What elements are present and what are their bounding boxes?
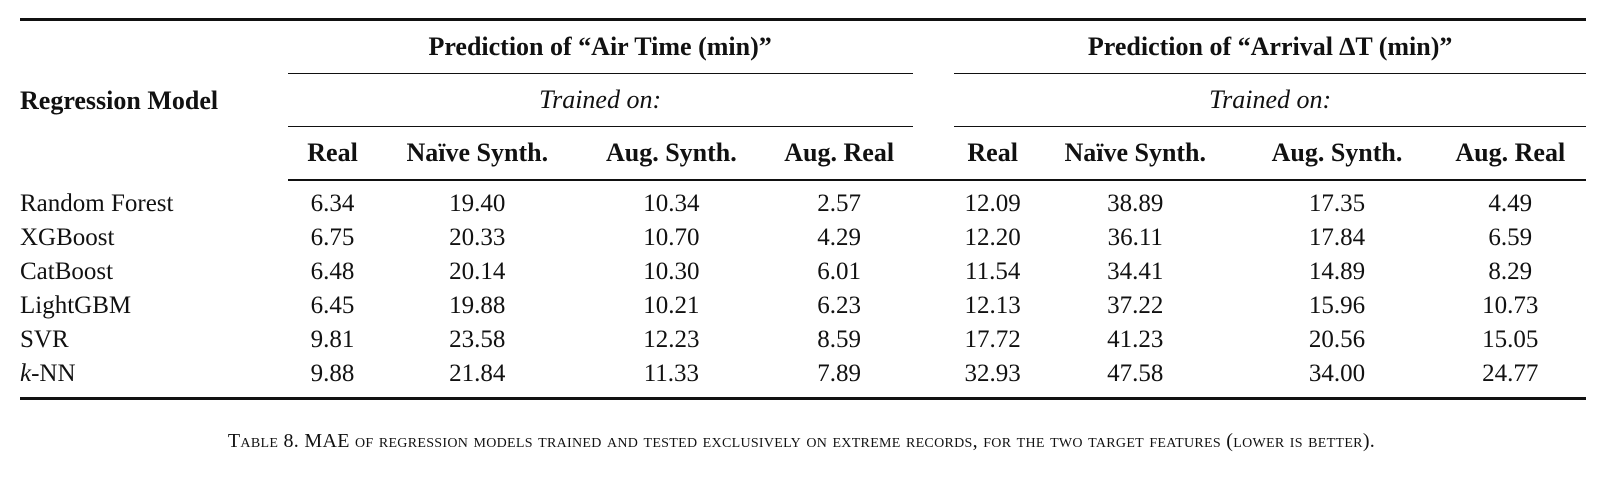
cell: 19.40	[449, 190, 506, 217]
subtitle-row: Trained on: Trained on:	[20, 73, 1586, 127]
col-header: Real	[287, 126, 378, 181]
cell: 11.54	[965, 258, 1021, 285]
cell: 15.05	[1482, 326, 1539, 353]
cell: 10.30	[643, 258, 700, 285]
cell: 10.73	[1482, 292, 1539, 319]
cell: 20.14	[449, 258, 506, 285]
model-name: CatBoost	[20, 258, 114, 285]
col-header: Naïve Synth.	[1031, 126, 1240, 181]
cell: 37.22	[1107, 292, 1164, 319]
col-header: Aug. Real	[765, 126, 913, 181]
cell: 9.81	[310, 326, 355, 353]
cell: 8.29	[1488, 258, 1533, 285]
model-name: SVR	[20, 326, 69, 353]
cell: 14.89	[1308, 258, 1366, 285]
cell: 9.88	[310, 360, 355, 387]
subtitle-trained-on-air: Trained on:	[287, 73, 913, 127]
model-name: LightGBM	[20, 292, 132, 319]
table-caption: Table 8. MAE of regression models traine…	[227, 430, 1376, 452]
cell: 4.49	[1488, 190, 1533, 217]
table-body: Random Forest 6.34 19.40 10.34 2.57 12.0…	[20, 180, 1586, 399]
cell: 41.23	[1107, 326, 1164, 353]
cell: 17.84	[1308, 224, 1366, 251]
cell: 32.93	[964, 360, 1021, 387]
cell: 6.75	[310, 224, 355, 251]
cell: 6.23	[817, 292, 862, 319]
cell: 12.23	[643, 326, 700, 353]
cell: 23.58	[449, 326, 506, 353]
model-name: XGBoost	[20, 224, 115, 251]
cell: 6.45	[310, 292, 355, 319]
cell: 19.88	[449, 292, 506, 319]
table-row: CatBoost 6.48 20.14 10.30 6.01 11.54 34.…	[20, 255, 1586, 289]
cell: 6.59	[1488, 224, 1533, 251]
cell: 47.58	[1107, 360, 1164, 387]
group-title-arrival-dt: Prediction of “Arrival ∆T (min)”	[1087, 32, 1453, 61]
cell: 12.20	[964, 224, 1021, 251]
results-table: Regression Model Prediction of “Air Time…	[20, 18, 1586, 400]
cell: 12.13	[964, 292, 1021, 319]
column-header-row: Real Naïve Synth. Aug. Synth. Aug. Real …	[20, 126, 1586, 181]
cell: 6.48	[310, 258, 355, 285]
table-row: SVR 9.81 23.58 12.23 8.59 17.72 41.23 20…	[20, 323, 1586, 357]
subtitle-trained-on-arrival: Trained on:	[954, 73, 1586, 127]
cell: 8.59	[817, 326, 862, 353]
col-header: Aug. Synth.	[1239, 126, 1435, 181]
cell: 12.09	[964, 190, 1021, 217]
table-row: k-NN 9.88 21.84 11.33 7.89 32.93 47.58 3…	[20, 357, 1586, 399]
table-row: LightGBM 6.45 19.88 10.21 6.23 12.13 37.…	[20, 289, 1586, 323]
cell: 6.01	[817, 258, 862, 285]
col-header: Naïve Synth.	[377, 126, 578, 181]
row-header-label: Regression Model	[20, 85, 219, 115]
cell: 7.89	[817, 360, 862, 387]
model-name-prefix: k	[20, 360, 32, 387]
cell: 10.34	[643, 190, 700, 217]
cell: 20.33	[449, 224, 506, 251]
cell: 10.21	[643, 292, 700, 319]
cell: 10.70	[643, 224, 700, 251]
model-name-suffix: -NN	[31, 360, 76, 387]
cell: 17.72	[964, 326, 1021, 353]
cell: 20.56	[1308, 326, 1366, 353]
col-header: Real	[954, 126, 1032, 181]
table-row: Random Forest 6.34 19.40 10.34 2.57 12.0…	[20, 180, 1586, 221]
cell: 15.96	[1308, 292, 1366, 319]
cell: 21.84	[449, 360, 506, 387]
col-header: Aug. Real	[1434, 126, 1586, 181]
group-header-row: Regression Model Prediction of “Air Time…	[20, 19, 1586, 115]
cell: 24.77	[1482, 360, 1539, 387]
cell: 34.00	[1308, 360, 1366, 387]
model-name: Random Forest	[20, 189, 174, 217]
col-header: Aug. Synth.	[577, 126, 766, 181]
cell: 11.33	[643, 360, 700, 387]
cell: 4.29	[817, 224, 862, 251]
cell: 6.34	[310, 190, 355, 217]
cell: 36.11	[1107, 224, 1163, 251]
cell: 17.35	[1308, 190, 1366, 217]
cell: 38.89	[1107, 190, 1164, 217]
group-title-air-time: Prediction of “Air Time (min)”	[428, 32, 772, 61]
model-name: k-NN	[20, 357, 288, 399]
cell: 34.41	[1107, 258, 1164, 285]
cell: 2.57	[817, 190, 862, 217]
table-row: XGBoost 6.75 20.33 10.70 4.29 12.20 36.1…	[20, 221, 1586, 255]
